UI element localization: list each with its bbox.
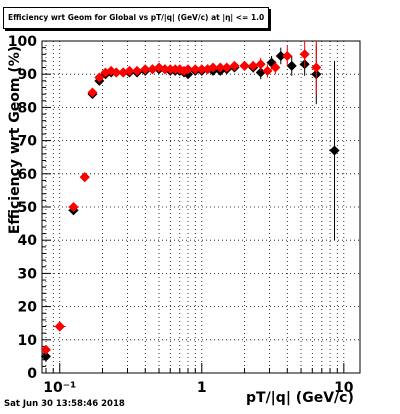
data-point bbox=[196, 64, 207, 75]
data-point bbox=[132, 65, 143, 76]
diamond-marker bbox=[229, 60, 240, 71]
y-tick-label: 70 bbox=[18, 134, 38, 150]
x-tick-label: 10⁻¹ bbox=[43, 380, 76, 396]
diamond-marker bbox=[159, 64, 170, 75]
data-point bbox=[79, 172, 90, 183]
y-tick-label: 90 bbox=[18, 67, 38, 83]
data-point bbox=[239, 60, 250, 71]
data-point bbox=[140, 64, 151, 75]
y-tick-label: 100 bbox=[8, 34, 37, 50]
diamond-marker bbox=[140, 64, 151, 75]
chart-title: Efficiency wrt Geom for Global vs pT/|q|… bbox=[3, 7, 270, 29]
data-point bbox=[229, 60, 240, 71]
diamond-marker bbox=[215, 62, 226, 73]
data-point bbox=[215, 62, 226, 73]
diamond-marker bbox=[190, 64, 201, 75]
data-markers bbox=[40, 41, 340, 362]
diamond-marker bbox=[286, 60, 297, 71]
data-point bbox=[329, 60, 340, 241]
y-tick-label: 30 bbox=[18, 266, 38, 282]
data-point bbox=[94, 72, 105, 83]
diamond-marker bbox=[275, 50, 286, 61]
data-point bbox=[248, 60, 259, 71]
series-red bbox=[40, 41, 322, 355]
axis-ticks: 0 10 20 30 40 50 60 70 80 90 100 10⁻¹ 1 10 bbox=[8, 34, 354, 396]
timestamp: Sat Jun 30 13:58:46 2018 bbox=[4, 399, 125, 409]
y-tick-label: 40 bbox=[18, 233, 38, 249]
diamond-marker bbox=[40, 351, 51, 362]
diamond-marker bbox=[79, 172, 90, 183]
diamond-marker bbox=[255, 59, 266, 70]
diamond-marker bbox=[111, 67, 122, 78]
y-tick-label: 50 bbox=[18, 200, 38, 216]
data-point bbox=[262, 64, 273, 78]
diamond-marker bbox=[299, 49, 310, 60]
diamond-marker bbox=[248, 60, 259, 71]
diamond-marker bbox=[255, 67, 266, 78]
data-point bbox=[311, 41, 322, 95]
y-axis-label: Efficiency wrt Geom (%) bbox=[7, 45, 23, 235]
data-point bbox=[111, 67, 122, 78]
diamond-marker bbox=[68, 202, 79, 212]
diamond-marker bbox=[94, 72, 105, 83]
diamond-marker bbox=[40, 344, 51, 355]
y-tick-label: 10 bbox=[18, 333, 38, 349]
data-point bbox=[183, 64, 194, 75]
y-tick-label: 0 bbox=[27, 366, 37, 382]
data-point bbox=[208, 62, 219, 73]
x-axis-label: pT/|q| (GeV/c) bbox=[246, 390, 354, 406]
diamond-marker bbox=[208, 62, 219, 73]
grid-lines bbox=[42, 41, 360, 373]
data-point bbox=[221, 62, 232, 73]
x-tick-label: 1 bbox=[197, 380, 207, 396]
data-point bbox=[286, 55, 297, 76]
data-point bbox=[299, 41, 310, 68]
x-tick-label: 10 bbox=[334, 380, 354, 396]
y-tick-label: 60 bbox=[18, 167, 38, 183]
data-point bbox=[282, 45, 293, 66]
diamond-marker bbox=[311, 62, 322, 73]
data-point bbox=[53, 321, 66, 332]
diamond-marker bbox=[54, 321, 65, 332]
diamond-marker bbox=[132, 65, 143, 76]
data-point bbox=[40, 344, 51, 355]
data-point bbox=[270, 60, 281, 75]
data-point bbox=[190, 64, 201, 75]
diamond-marker bbox=[239, 60, 250, 71]
diamond-marker bbox=[282, 50, 293, 61]
diamond-marker bbox=[221, 62, 232, 73]
series-black bbox=[40, 44, 340, 362]
diamond-marker bbox=[196, 64, 207, 75]
diamond-marker bbox=[262, 65, 273, 76]
diamond-marker bbox=[87, 87, 98, 98]
diamond-marker bbox=[183, 64, 194, 75]
data-point bbox=[124, 65, 135, 76]
diamond-marker bbox=[329, 145, 340, 156]
data-point bbox=[255, 57, 266, 71]
data-point bbox=[68, 202, 79, 212]
diamond-marker bbox=[124, 65, 135, 76]
y-tick-label: 20 bbox=[18, 300, 38, 316]
diamond-marker bbox=[270, 62, 281, 73]
data-point bbox=[87, 87, 98, 98]
y-tick-label: 80 bbox=[18, 100, 38, 116]
